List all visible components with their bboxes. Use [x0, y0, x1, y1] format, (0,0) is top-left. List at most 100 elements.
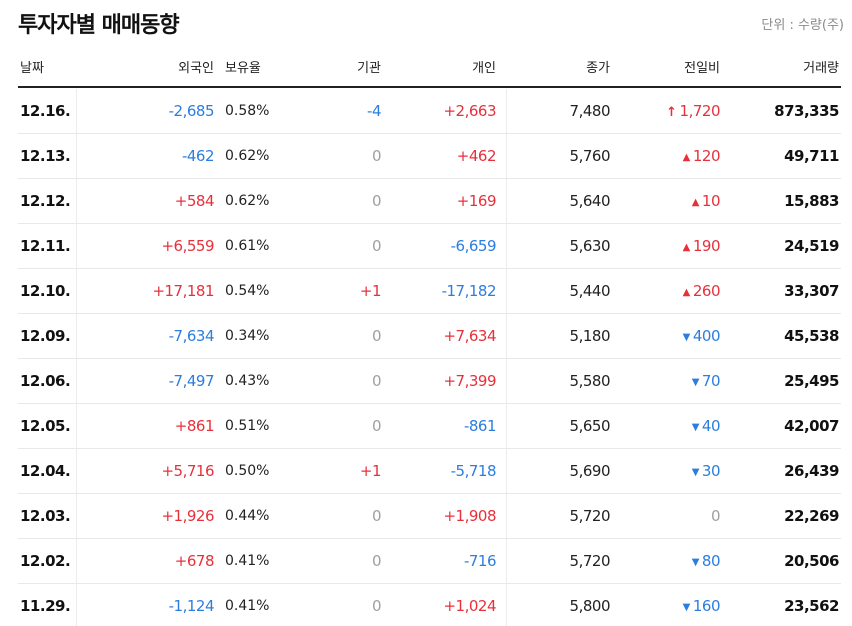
institution-cell: 0 — [371, 147, 382, 165]
change-cell: ↑ 1,720 — [666, 89, 720, 133]
date-cell: 12.11. — [20, 237, 71, 255]
up-triangle-icon: ▲ — [682, 242, 691, 253]
change-cell: ▲ 120 — [682, 134, 721, 178]
column-header-foreign: 외국인 — [178, 61, 214, 76]
foreign-cell: +5,716 — [161, 462, 214, 480]
volume-cell: 873,335 — [774, 102, 839, 120]
foreign-cell: +861 — [174, 417, 215, 435]
table-row: 11.29. -1,124 0.41% 0 +1,024 5,800 ▼ 160 23,562 — [18, 584, 841, 626]
individual-cell: +462 — [456, 147, 497, 165]
institution-cell: 0 — [371, 327, 382, 345]
column-divider — [76, 584, 77, 626]
column-divider — [506, 179, 507, 223]
change-cell: ▼ 160 — [682, 584, 721, 626]
volume-cell: 23,562 — [784, 597, 839, 615]
change-cell: ▲ 190 — [682, 224, 721, 268]
foreign-cell: +1,926 — [161, 507, 214, 525]
column-header-institution: 기관 — [357, 61, 381, 76]
column-header-holding: 보유율 — [225, 61, 261, 76]
individual-cell: -17,182 — [441, 282, 497, 300]
change-value: 80 — [701, 552, 721, 570]
column-divider — [76, 314, 77, 358]
up-triangle-icon: ▲ — [682, 152, 691, 163]
volume-cell: 15,883 — [784, 192, 839, 210]
volume-cell: 49,711 — [784, 147, 839, 165]
institution-cell: 0 — [371, 192, 382, 210]
holding-cell: 0.44% — [225, 508, 270, 524]
volume-cell: 24,519 — [784, 237, 839, 255]
institution-cell: 0 — [371, 597, 382, 615]
institution-cell: 0 — [371, 372, 382, 390]
header: 투자자별 매매동향 단위 : 수량(주) — [18, 8, 846, 44]
volume-cell: 25,495 — [784, 372, 839, 390]
column-divider — [76, 494, 77, 538]
holding-cell: 0.61% — [225, 238, 270, 254]
change-value: 0 — [710, 507, 721, 525]
column-divider — [506, 404, 507, 448]
date-cell: 12.06. — [20, 372, 71, 390]
column-divider — [506, 314, 507, 358]
table-row: 12.10. +17,181 0.54% +1 -17,182 5,440 ▲ 260 33,3… — [18, 269, 841, 314]
individual-cell: +1,024 — [443, 597, 496, 615]
institution-cell: 0 — [371, 237, 382, 255]
institution-cell: 0 — [371, 507, 382, 525]
individual-cell: -861 — [463, 417, 497, 435]
foreign-cell: -462 — [181, 147, 215, 165]
change-value: 70 — [701, 372, 721, 390]
individual-cell: -6,659 — [450, 237, 497, 255]
volume-cell: 33,307 — [784, 282, 839, 300]
date-cell: 12.03. — [20, 507, 71, 525]
down-triangle-icon: ▼ — [682, 602, 691, 613]
column-divider — [506, 134, 507, 178]
unit-label: 단위 : 수량(주) — [761, 18, 844, 33]
table-row: 12.12. +584 0.62% 0 +169 5,640 ▲ 10 15,883 — [18, 179, 841, 224]
volume-cell: 20,506 — [784, 552, 839, 570]
foreign-cell: -7,634 — [168, 327, 215, 345]
table-header: 날짜 외국인 보유율 기관 개인 종가 전일비 거래량 — [18, 52, 841, 88]
close-cell: 5,580 — [569, 372, 611, 390]
close-cell: 7,480 — [569, 102, 611, 120]
foreign-cell: -2,685 — [168, 102, 215, 120]
change-value: 190 — [692, 237, 721, 255]
volume-cell: 42,007 — [784, 417, 839, 435]
date-cell: 12.16. — [20, 102, 71, 120]
change-cell: ▼ 80 — [692, 539, 721, 583]
institution-cell: +1 — [359, 282, 382, 300]
holding-cell: 0.58% — [225, 103, 270, 119]
change-cell: ▼ 400 — [682, 314, 721, 358]
change-cell: ▼ 30 — [692, 449, 721, 493]
column-divider — [506, 224, 507, 268]
column-divider — [76, 269, 77, 313]
column-divider — [76, 449, 77, 493]
institution-cell: 0 — [371, 417, 382, 435]
table-row: 12.06. -7,497 0.43% 0 +7,399 5,580 ▼ 70 25,495 — [18, 359, 841, 404]
individual-cell: +169 — [456, 192, 497, 210]
change-value: 10 — [701, 192, 721, 210]
individual-cell: +2,663 — [443, 102, 496, 120]
individual-cell: -716 — [463, 552, 497, 570]
date-cell: 12.05. — [20, 417, 71, 435]
change-value: 400 — [692, 327, 721, 345]
volume-cell: 22,269 — [784, 507, 839, 525]
page-title: 투자자별 매매동향 — [18, 13, 180, 38]
down-triangle-icon: ▼ — [682, 332, 691, 343]
change-value: 160 — [692, 597, 721, 615]
holding-cell: 0.51% — [225, 418, 270, 434]
close-cell: 5,640 — [569, 192, 611, 210]
change-cell: ▼ 70 — [692, 359, 721, 403]
change-cell: ▲ 260 — [683, 269, 721, 313]
change-cell: ▼ 40 — [692, 404, 721, 448]
change-value: 260 — [692, 282, 721, 300]
column-divider — [506, 539, 507, 583]
foreign-cell: +678 — [174, 552, 215, 570]
table-row: 12.16. -2,685 0.58% -4 +2,663 7,480 ↑ 1,720 873,… — [18, 89, 841, 134]
individual-cell: +1,908 — [443, 507, 496, 525]
foreign-cell: +17,181 — [152, 282, 214, 300]
column-divider — [76, 539, 77, 583]
date-cell: 11.29. — [20, 597, 71, 615]
column-divider — [76, 89, 77, 133]
column-header-individual: 개인 — [472, 61, 496, 76]
date-cell: 12.12. — [20, 192, 71, 210]
column-divider — [506, 89, 507, 133]
individual-cell: -5,718 — [450, 462, 497, 480]
